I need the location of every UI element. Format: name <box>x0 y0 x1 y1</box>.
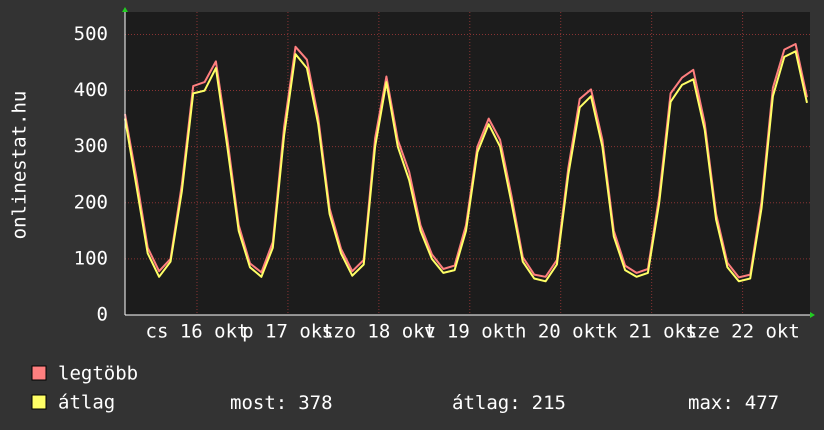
stat-label: átlag: <box>452 392 521 414</box>
plot-area <box>125 12 810 315</box>
x-tick-label: szo 18 okt <box>322 321 436 343</box>
y-arrow <box>122 7 128 12</box>
stat-value: 215 <box>532 392 566 414</box>
stat: max: 477 <box>688 392 779 414</box>
legend-swatch <box>31 365 47 381</box>
x-tick-label: p 17 okt <box>242 321 334 343</box>
x-tick-label: sze 22 okt <box>685 321 799 343</box>
stat-label: most: <box>230 392 287 414</box>
y-tick-label: 300 <box>74 135 108 157</box>
legend-label: átlag <box>58 392 115 414</box>
stat-label: max: <box>688 392 734 414</box>
series-line <box>124 50 808 283</box>
y-axis-label: onlinestat.hu <box>9 91 31 240</box>
y-tick-label: 400 <box>74 79 108 101</box>
x-arrow <box>810 312 815 318</box>
y-tick-label: 0 <box>97 304 108 326</box>
y-tick-label: 100 <box>74 247 108 269</box>
legend-swatch <box>31 394 47 410</box>
y-tick-label: 200 <box>74 191 108 213</box>
lines <box>124 43 808 283</box>
stat: átlag: 215 <box>452 392 566 414</box>
x-tick-label: h 20 okt <box>515 321 607 343</box>
x-tick-label: k 21 okt <box>606 321 698 343</box>
x-tick-label: v 19 okt <box>424 321 516 343</box>
legend: legtöbb átlag most: 378 átlag: 215 max: 477 <box>31 363 779 414</box>
stat: most: 378 <box>230 392 333 414</box>
stat-value: 378 <box>298 392 332 414</box>
stat-value: 477 <box>745 392 779 414</box>
y-tick-label: 500 <box>74 23 108 45</box>
legend-label: legtöbb <box>58 363 138 385</box>
x-tick-label: cs 16 okt <box>146 321 249 343</box>
